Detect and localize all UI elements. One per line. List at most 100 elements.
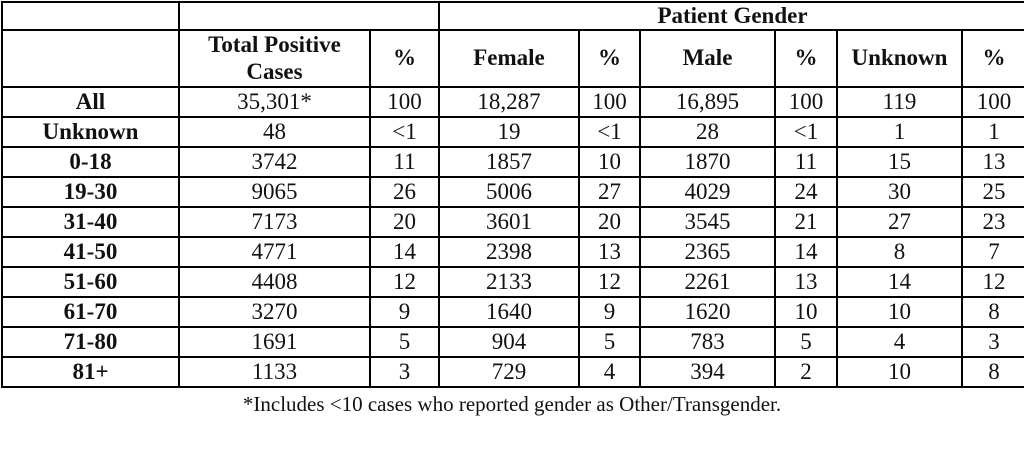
patient-gender-group-header: Patient Gender	[437, 1, 1024, 31]
table-row-all: All 35,301* 100 18,287 100 16,895 100 11…	[1, 86, 1024, 118]
row-label-31-40: 31-40	[1, 206, 180, 238]
data-cell: 5	[578, 326, 641, 358]
table-row-0-18: 0-18 3742 11 1857 10 1870 11 15 13	[1, 146, 1024, 178]
data-cell: 19	[438, 116, 580, 148]
data-cell: 9065	[178, 176, 371, 208]
data-cell: 4408	[178, 266, 371, 298]
top-empty-span-cell	[178, 1, 440, 31]
header-total-percent: %	[369, 29, 440, 88]
table-row-unknown: Unknown 48 <1 19 <1 28 <1 1 1	[1, 116, 1024, 148]
data-cell: 1691	[178, 326, 371, 358]
row-label-19-30: 19-30	[1, 176, 180, 208]
data-cell: 8	[960, 356, 1024, 388]
data-cell: 5	[774, 326, 838, 358]
patient-gender-table: Patient Gender Total Positive Cases % Fe…	[1, 1, 1024, 388]
table-row-61-70: 61-70 3270 9 1640 9 1620 10 10 8	[1, 296, 1024, 328]
header-female: Female	[438, 29, 580, 88]
data-cell: 1857	[438, 146, 580, 178]
data-cell: 26	[369, 176, 440, 208]
table-row-19-30: 19-30 9065 26 5006 27 4029 24 30 25	[1, 176, 1024, 208]
data-cell: 27	[836, 206, 963, 238]
data-cell: 2133	[438, 266, 580, 298]
data-cell: 24	[774, 176, 838, 208]
header-male: Male	[639, 29, 776, 88]
data-cell: 9	[578, 296, 641, 328]
data-cell: 3	[369, 356, 440, 388]
row-label-41-50: 41-50	[1, 236, 180, 268]
table-row-81plus: 81+ 1133 3 729 4 394 2 10 8	[1, 356, 1024, 388]
data-cell: 2365	[639, 236, 776, 268]
data-cell: 7173	[178, 206, 371, 238]
data-cell: 100	[369, 86, 440, 118]
row-label-61-70: 61-70	[1, 296, 180, 328]
page: Patient Gender Total Positive Cases % Fe…	[1, 1, 1024, 416]
data-cell: 4771	[178, 236, 371, 268]
header-male-percent: %	[774, 29, 838, 88]
data-cell: 25	[960, 176, 1024, 208]
data-cell: 5006	[438, 176, 580, 208]
data-cell: 1133	[178, 356, 371, 388]
table-row-41-50: 41-50 4771 14 2398 13 2365 14 8 7	[1, 236, 1024, 268]
data-cell: 3742	[178, 146, 371, 178]
data-cell: 10	[836, 296, 963, 328]
data-cell: 3270	[178, 296, 371, 328]
data-cell: 10	[774, 296, 838, 328]
data-cell: 10	[578, 146, 641, 178]
data-cell: 16,895	[639, 86, 776, 118]
data-cell: 35,301*	[178, 86, 371, 118]
data-cell: 1640	[438, 296, 580, 328]
data-cell: 12	[578, 266, 641, 298]
row-label-71-80: 71-80	[1, 326, 180, 358]
data-cell: 15	[836, 146, 963, 178]
table-header-row: Total Positive Cases % Female % Male % U…	[1, 29, 1024, 88]
data-cell: 7	[960, 236, 1024, 268]
data-cell: 1	[960, 116, 1024, 148]
data-cell: 11	[774, 146, 838, 178]
data-cell: 14	[369, 236, 440, 268]
header-female-percent: %	[578, 29, 641, 88]
row-label-all: All	[1, 86, 180, 118]
row-label-51-60: 51-60	[1, 266, 180, 298]
table-row-51-60: 51-60 4408 12 2133 12 2261 13 14 12	[1, 266, 1024, 298]
data-cell: 119	[836, 86, 963, 118]
row-label-unknown: Unknown	[1, 116, 180, 148]
data-cell: 13	[774, 266, 838, 298]
data-cell: 27	[578, 176, 641, 208]
data-cell: 100	[578, 86, 641, 118]
row-label-0-18: 0-18	[1, 146, 180, 178]
data-cell: 13	[960, 146, 1024, 178]
data-cell: 4	[578, 356, 641, 388]
table-row-top: Patient Gender	[1, 1, 1024, 31]
data-cell: 783	[639, 326, 776, 358]
data-cell: 394	[639, 356, 776, 388]
data-cell: 4	[836, 326, 963, 358]
data-cell: 1620	[639, 296, 776, 328]
data-cell: 10	[836, 356, 963, 388]
data-cell: 2398	[438, 236, 580, 268]
data-cell: 30	[836, 176, 963, 208]
row-label-81plus: 81+	[1, 356, 180, 388]
data-cell: 3601	[438, 206, 580, 238]
table-footnote: *Includes <10 cases who reported gender …	[242, 392, 782, 416]
data-cell: 20	[369, 206, 440, 238]
data-cell: 5	[369, 326, 440, 358]
data-cell: 3545	[639, 206, 776, 238]
data-cell: 100	[960, 86, 1024, 118]
header-unknown-percent: %	[960, 29, 1024, 88]
header-total-positive-cases: Total Positive Cases	[178, 29, 371, 88]
data-cell: 12	[369, 266, 440, 298]
data-cell: 21	[774, 206, 838, 238]
data-cell: 3	[960, 326, 1024, 358]
data-cell: 13	[578, 236, 641, 268]
data-cell: 8	[836, 236, 963, 268]
data-cell: 8	[960, 296, 1024, 328]
data-cell: 28	[639, 116, 776, 148]
data-cell: 2	[774, 356, 838, 388]
data-cell: 1	[836, 116, 963, 148]
data-cell: 14	[774, 236, 838, 268]
data-cell: 2261	[639, 266, 776, 298]
data-cell: 100	[774, 86, 838, 118]
data-cell: 14	[836, 266, 963, 298]
header-empty-cell	[1, 29, 180, 88]
data-cell: 9	[369, 296, 440, 328]
